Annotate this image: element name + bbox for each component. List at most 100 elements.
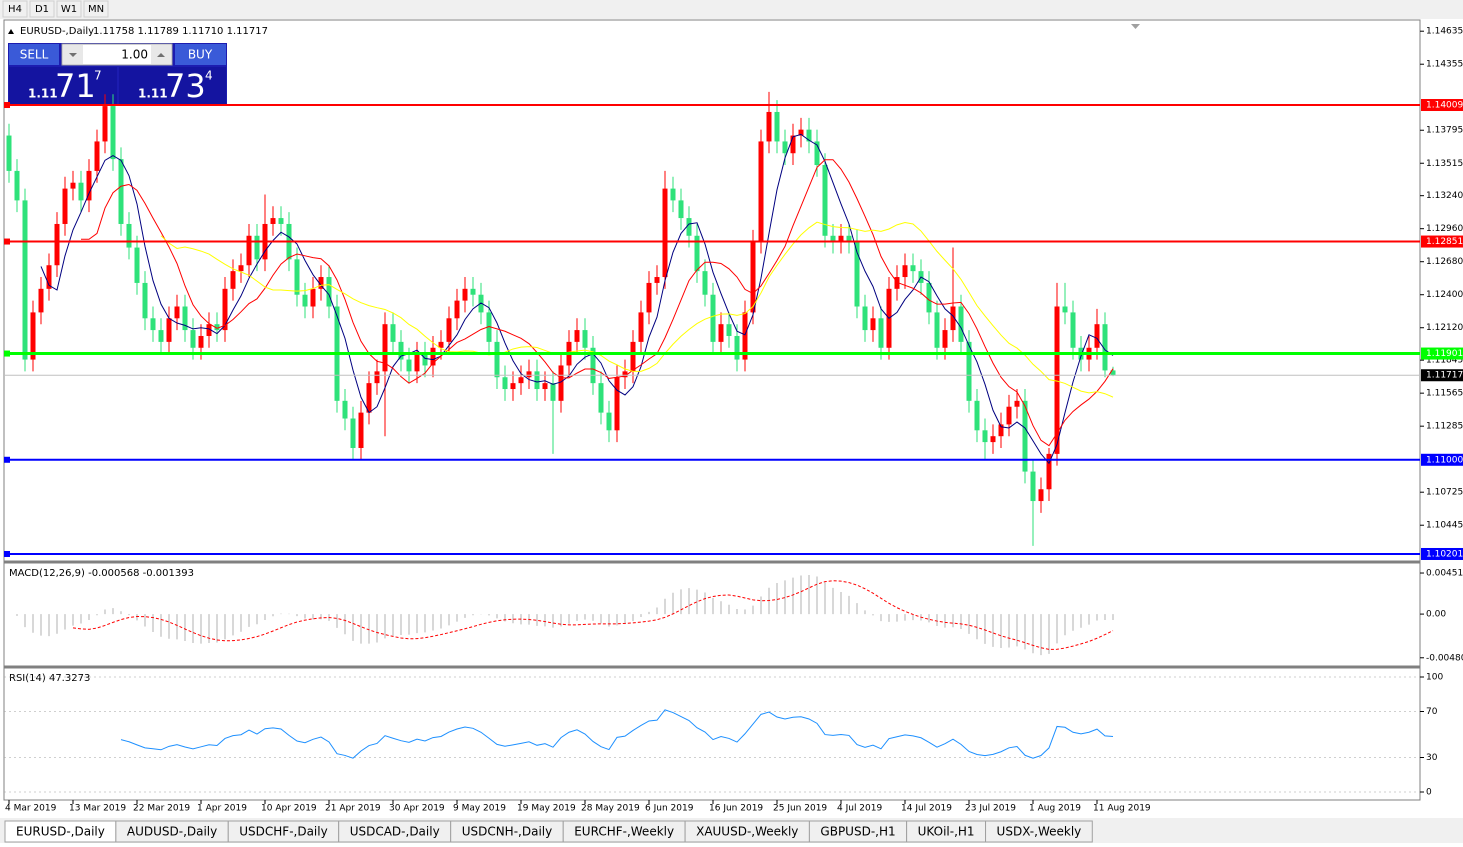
candle-body: [734, 335, 740, 360]
x-tick-label: 23 Jul 2019: [965, 804, 1016, 814]
level-handle: [4, 456, 10, 463]
candle-body: [646, 282, 652, 313]
x-tick-label: 9 May 2019: [453, 804, 506, 814]
candle-body: [246, 235, 252, 266]
candle-body: [846, 235, 852, 242]
tab[interactable]: USDCNH-,Daily: [450, 820, 564, 843]
candle-body: [6, 135, 12, 171]
level-price-box: [1421, 453, 1463, 466]
candle-body: [294, 259, 300, 295]
macd-tick-label: -0.004806: [1426, 653, 1463, 663]
tab[interactable]: AUDUSD-,Daily: [115, 820, 229, 843]
candle-body: [502, 377, 508, 390]
candle-body: [94, 141, 100, 171]
buy-button[interactable]: [175, 44, 226, 65]
y-tick-label: 1.14355: [1426, 60, 1463, 70]
candle-body: [486, 312, 492, 342]
tab-label: USDX-,Weekly: [997, 825, 1082, 839]
tab[interactable]: USDCHF-,Daily: [227, 820, 340, 843]
y-tick-label: 1.14635: [1426, 27, 1463, 37]
timeframe-button[interactable]: [29, 0, 55, 18]
level-price-label: 1.10201: [1426, 549, 1463, 559]
y-tick-label: 1.13795: [1426, 126, 1463, 136]
level-price-label: 1.11901: [1426, 349, 1463, 359]
candle-body: [46, 265, 52, 289]
candle-body: [950, 306, 956, 331]
candle-body: [1094, 324, 1100, 348]
candle-body: [70, 182, 76, 189]
x-tick-label: 19 May 2019: [517, 804, 576, 814]
tab-label: UKOil-,H1: [918, 825, 975, 839]
candle-body: [630, 341, 636, 372]
candle-body: [534, 371, 540, 390]
level-price-label: 1.14009: [1426, 101, 1463, 111]
candle-body: [814, 141, 820, 166]
candle-body: [758, 141, 764, 242]
timeframe-button[interactable]: [56, 0, 82, 18]
candle-body: [350, 418, 356, 448]
tab[interactable]: EURUSD-,Daily: [4, 820, 117, 843]
candle-body: [606, 412, 612, 431]
candle-body: [638, 312, 644, 342]
candle-body: [774, 111, 780, 142]
candle-body: [510, 383, 516, 390]
sell-button[interactable]: [9, 44, 59, 65]
tab-label: XAUUSD-,Weekly: [696, 825, 798, 839]
candle-body: [174, 306, 180, 319]
x-tick-label: 14 Jul 2019: [901, 804, 952, 814]
candle-body: [990, 436, 996, 443]
candle-body: [550, 383, 556, 401]
candle-body: [1054, 306, 1060, 454]
candle-body: [414, 353, 420, 372]
tab-label: AUDUSD-,Daily: [127, 825, 217, 839]
x-tick-label: 4 Jul 2019: [837, 804, 882, 814]
x-tick-label: 25 Jun 2019: [773, 804, 827, 814]
tab[interactable]: USDCAD-,Daily: [338, 820, 452, 843]
timeframe-label: D1: [35, 4, 49, 15]
sell-price-box[interactable]: [9, 67, 117, 105]
tab[interactable]: UKOil-,H1: [906, 820, 987, 843]
level-price-box: [1421, 235, 1463, 248]
buy-price-box[interactable]: [119, 67, 226, 105]
rsi-label: RSI(14) 47.3273: [9, 673, 90, 684]
tab[interactable]: EURCHF-,Weekly: [562, 820, 686, 843]
timeframe-button[interactable]: [83, 0, 109, 18]
candle-body: [798, 129, 804, 136]
sell-label: SELL: [20, 48, 49, 62]
moving-average: [81, 159, 1114, 447]
candle-body: [974, 400, 980, 431]
trade-panel: SELL 1.00 BUY 1.11 71 7 1.11 73 4: [8, 43, 227, 106]
spin-up-icon: [157, 53, 165, 57]
tab-label: USDCAD-,Daily: [350, 825, 440, 839]
tab-bg: [985, 820, 1093, 843]
candle-body: [1110, 370, 1116, 376]
candle-body: [422, 353, 428, 366]
candle-body: [1014, 400, 1020, 407]
x-tick-label: 13 Mar 2019: [69, 804, 126, 814]
candle-body: [806, 129, 812, 142]
candle-body: [1038, 489, 1044, 502]
candle-body: [1030, 471, 1036, 502]
y-tick-label: 1.11565: [1426, 389, 1463, 399]
candle-body: [22, 200, 28, 360]
candle-body: [910, 265, 916, 272]
volume-input[interactable]: [61, 43, 173, 66]
candle-body: [142, 282, 148, 319]
tab[interactable]: USDX-,Weekly: [985, 820, 1093, 843]
candle-body: [710, 294, 716, 342]
candle-body: [166, 318, 172, 342]
macd-label: MACD(12,26,9) -0.000568 -0.001393: [9, 568, 194, 579]
timeframe-button[interactable]: [2, 0, 28, 18]
candle-body: [790, 135, 796, 154]
y-tick-label: 1.10725: [1426, 488, 1463, 498]
candle-body: [470, 288, 476, 295]
candle-body: [982, 430, 988, 443]
tab-label: GBPUSD-,H1: [820, 825, 895, 839]
volume-value: 1.00: [121, 48, 148, 62]
candle-body: [894, 277, 900, 289]
tab[interactable]: XAUUSD-,Weekly: [684, 820, 810, 843]
tab-label: USDCNH-,Daily: [462, 825, 553, 839]
tab[interactable]: GBPUSD-,H1: [808, 820, 908, 843]
candle-body: [206, 324, 212, 336]
macd-tick-label: 0.004517: [1426, 569, 1463, 579]
